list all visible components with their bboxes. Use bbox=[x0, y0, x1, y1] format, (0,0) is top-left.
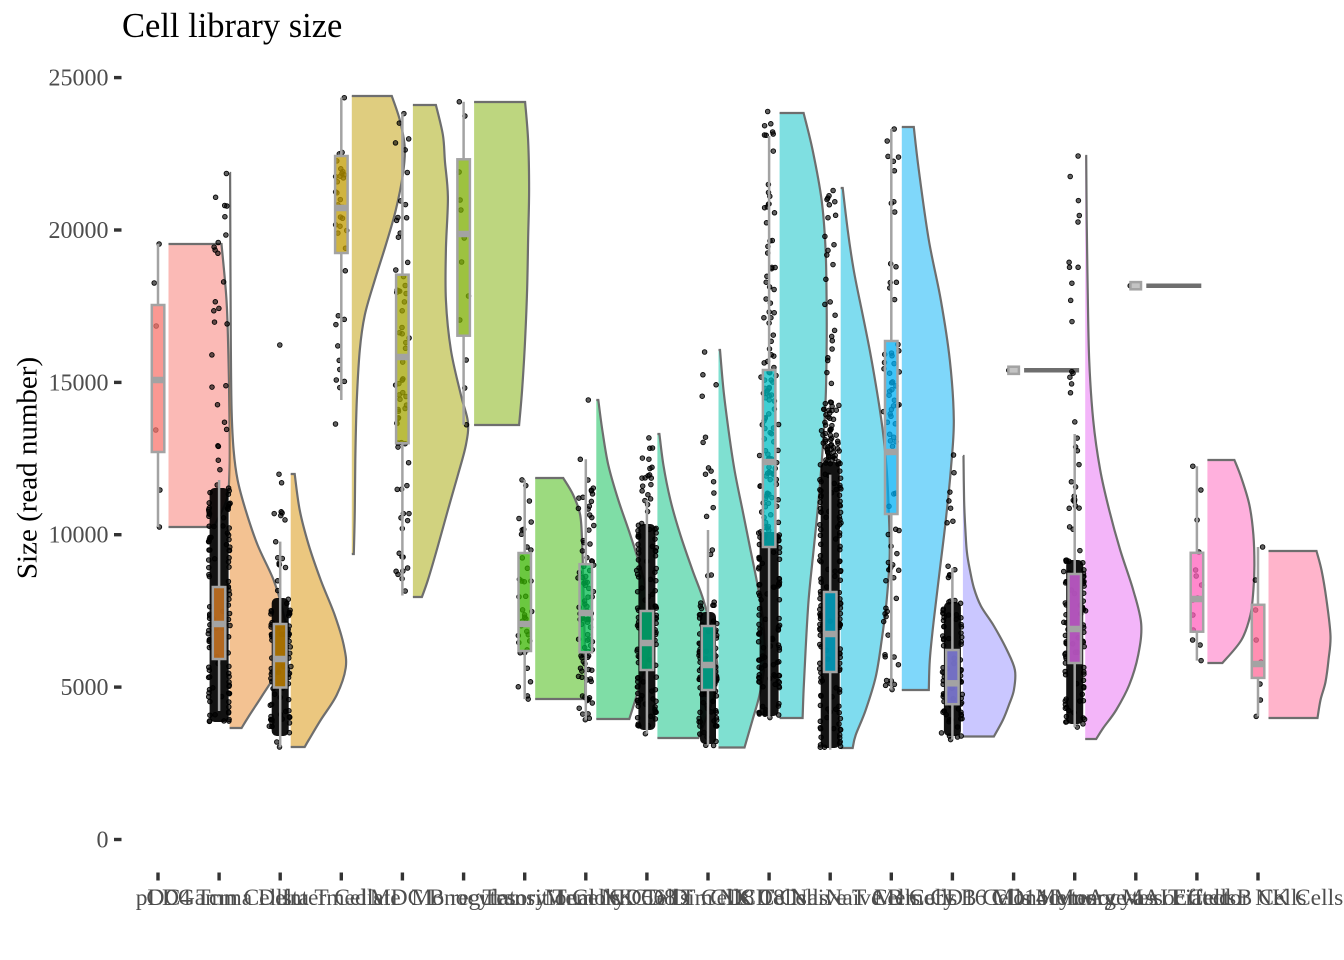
svg-text:Monocytes: Monocytes bbox=[411, 885, 515, 911]
svg-text:Transitional NK Cells: Transitional NK Cells bbox=[482, 885, 689, 911]
svg-text:CD8 Naive T Cells: CD8 Naive T Cells bbox=[740, 885, 920, 911]
svg-text:CD14 Monocytes: CD14 Monocytes bbox=[991, 885, 1157, 911]
svg-text:B regulatory T Cells: B regulatory T Cells bbox=[429, 885, 621, 911]
svg-text:5000: 5000 bbox=[61, 675, 109, 701]
svg-text:MDC1: MDC1 bbox=[370, 885, 435, 911]
svg-text:Effector NK Cells: Effector NK Cells bbox=[1173, 885, 1344, 911]
svg-text:Intermediate: Intermediate bbox=[282, 885, 401, 911]
svg-text:Cell library size: Cell library size bbox=[122, 7, 342, 45]
svg-text:CD16 Monocytes: CD16 Monocytes bbox=[930, 885, 1096, 911]
svg-text:Memory CD8 T Cells: Memory CD8 T Cells bbox=[545, 885, 750, 911]
svg-text:25000: 25000 bbox=[49, 66, 109, 92]
svg-text:Naive B Cells: Naive B Cells bbox=[825, 885, 957, 911]
svg-text:pDC: pDC bbox=[136, 885, 180, 911]
svg-text:Memory B Cells: Memory B Cells bbox=[874, 885, 1031, 911]
svg-text:15000: 15000 bbox=[49, 370, 109, 396]
svg-text:Gamma Delta T Cells: Gamma Delta T Cells bbox=[178, 885, 383, 911]
svg-text:CD8 T Cells: CD8 T Cells bbox=[710, 885, 828, 911]
svg-text:20000: 20000 bbox=[49, 218, 109, 244]
svg-text:CD4 Tcm Cells: CD4 Tcm Cells bbox=[146, 885, 291, 911]
svg-text:10000: 10000 bbox=[49, 523, 109, 549]
svg-text:Memory MAIT Cells: Memory MAIT Cells bbox=[1035, 885, 1236, 911]
svg-text:Size (read number): Size (read number) bbox=[12, 357, 44, 579]
svg-text:Age-associated B Cells: Age-associated B Cells bbox=[1087, 885, 1306, 911]
svg-text:0: 0 bbox=[97, 828, 109, 854]
svg-text:CD56 Dim NK Cells: CD56 Dim NK Cells bbox=[609, 885, 807, 911]
